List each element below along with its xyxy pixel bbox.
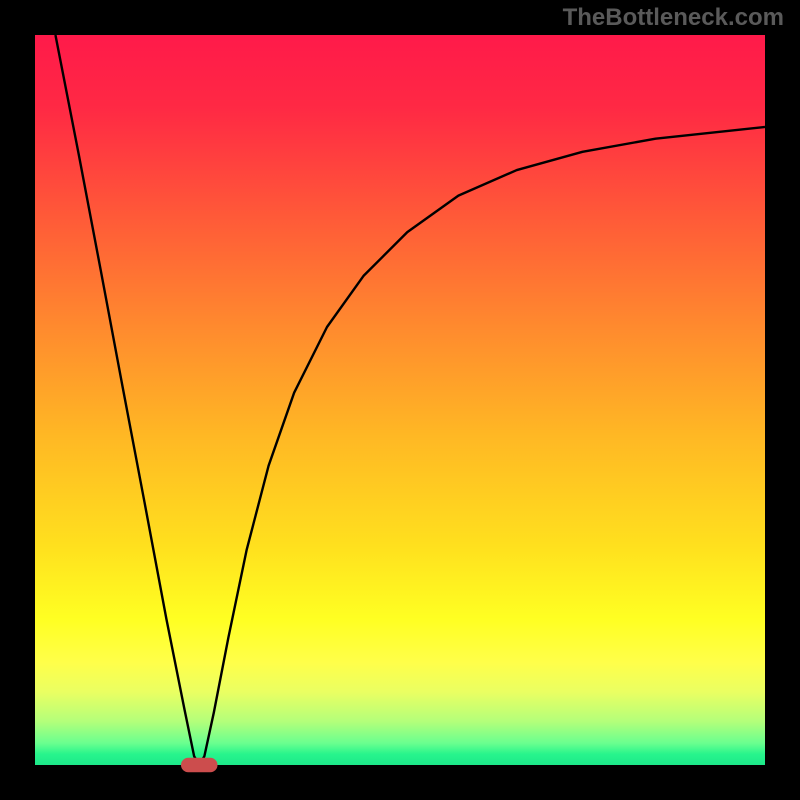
watermark-text: TheBottleneck.com (563, 4, 784, 32)
optimal-marker (181, 758, 218, 773)
plot-background (35, 35, 765, 765)
bottleneck-chart (0, 0, 800, 800)
chart-container: TheBottleneck.com (0, 0, 800, 800)
